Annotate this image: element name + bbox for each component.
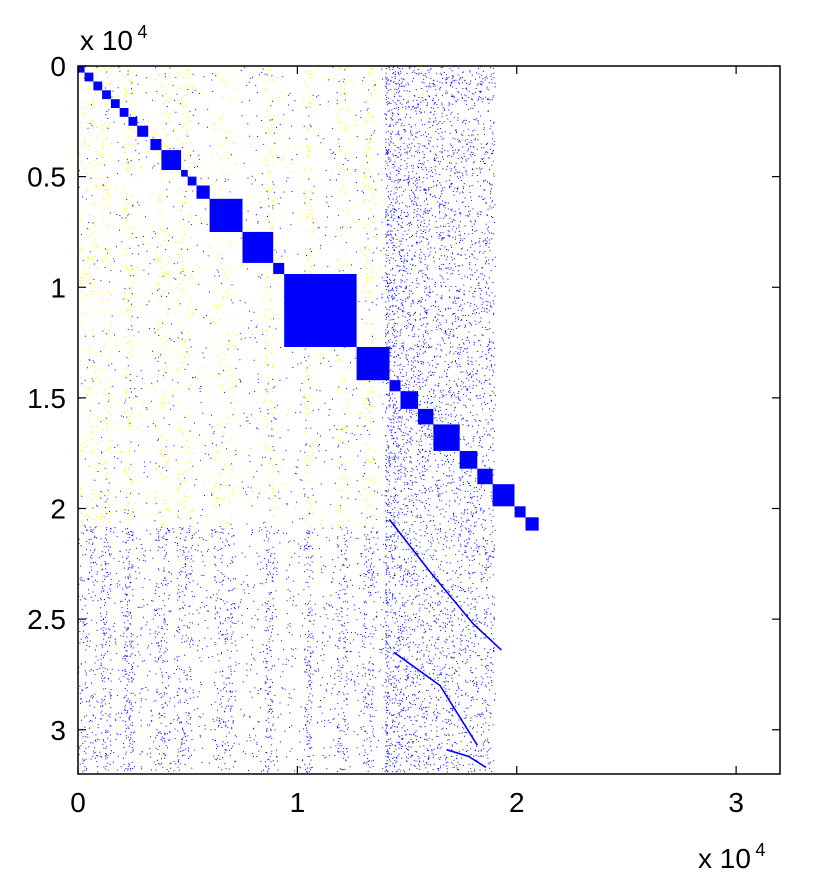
diagonal-block-7 [137,125,149,137]
diagonal-block-24 [492,484,515,507]
x-tick-label-0: 0 [70,787,86,818]
tail-curve-2 [446,748,487,769]
sparse-points [78,66,496,773]
diagonal-block-23 [477,468,493,485]
diagonal-block-25 [514,506,526,518]
diagonal-block-11 [187,176,197,186]
x-axis-multiplier: x 10 4 [698,840,765,874]
diagonal-block-15 [273,262,285,274]
tail-curve-0 [388,519,502,651]
tail-curves [388,519,502,769]
diagonal-block-17 [356,347,390,381]
y-tick-label-2: 1 [50,272,66,303]
diagonal-block-16 [284,274,357,347]
y-tick-label-3: 1.5 [27,383,66,414]
y-tick-label-5: 2.5 [27,604,66,635]
x-tick-label-2: 2 [509,787,525,818]
y-tick-label-1: 0.5 [27,162,66,193]
diagonal-block-0 [78,66,85,73]
diagonal-block-22 [459,451,478,469]
x-tick-label-1: 1 [290,787,306,818]
diagonal-block-19 [400,391,419,409]
diagonal-block-20 [418,408,434,425]
diagonal-block-18 [389,380,401,392]
y-tick-label-6: 3 [50,715,66,746]
diagonal-block-14 [242,231,274,263]
diagonal-block-21 [433,424,460,451]
diagonal-block-12 [196,185,210,199]
diagonal-block-9 [161,150,182,170]
diagonal-block-13 [209,198,243,232]
x-tick-label-3: 3 [728,787,744,818]
diagonal-block-10 [181,170,188,177]
diagonal-block-4 [110,99,120,108]
y-axis-multiplier: x 10 4 [80,22,147,56]
diagonal-block-8 [150,139,162,151]
diagonal-block-1 [84,72,94,82]
diagonal-block-6 [128,116,138,126]
plot-frame [77,65,781,775]
diagonal-block-26 [525,517,539,531]
y-tick-label-4: 2 [50,494,66,525]
tail-curve-1 [393,651,478,746]
diagonal-blocks [78,66,539,531]
y-tick-label-0: 0 [50,51,66,82]
axis-ticks: 0 1 2 3 0 0.5 1 1.5 2 2.5 3 [27,51,780,818]
diagonal-block-5 [119,108,129,117]
blue-points [78,66,496,773]
diagonal-block-2 [93,81,103,91]
diagonal-block-3 [102,90,111,100]
